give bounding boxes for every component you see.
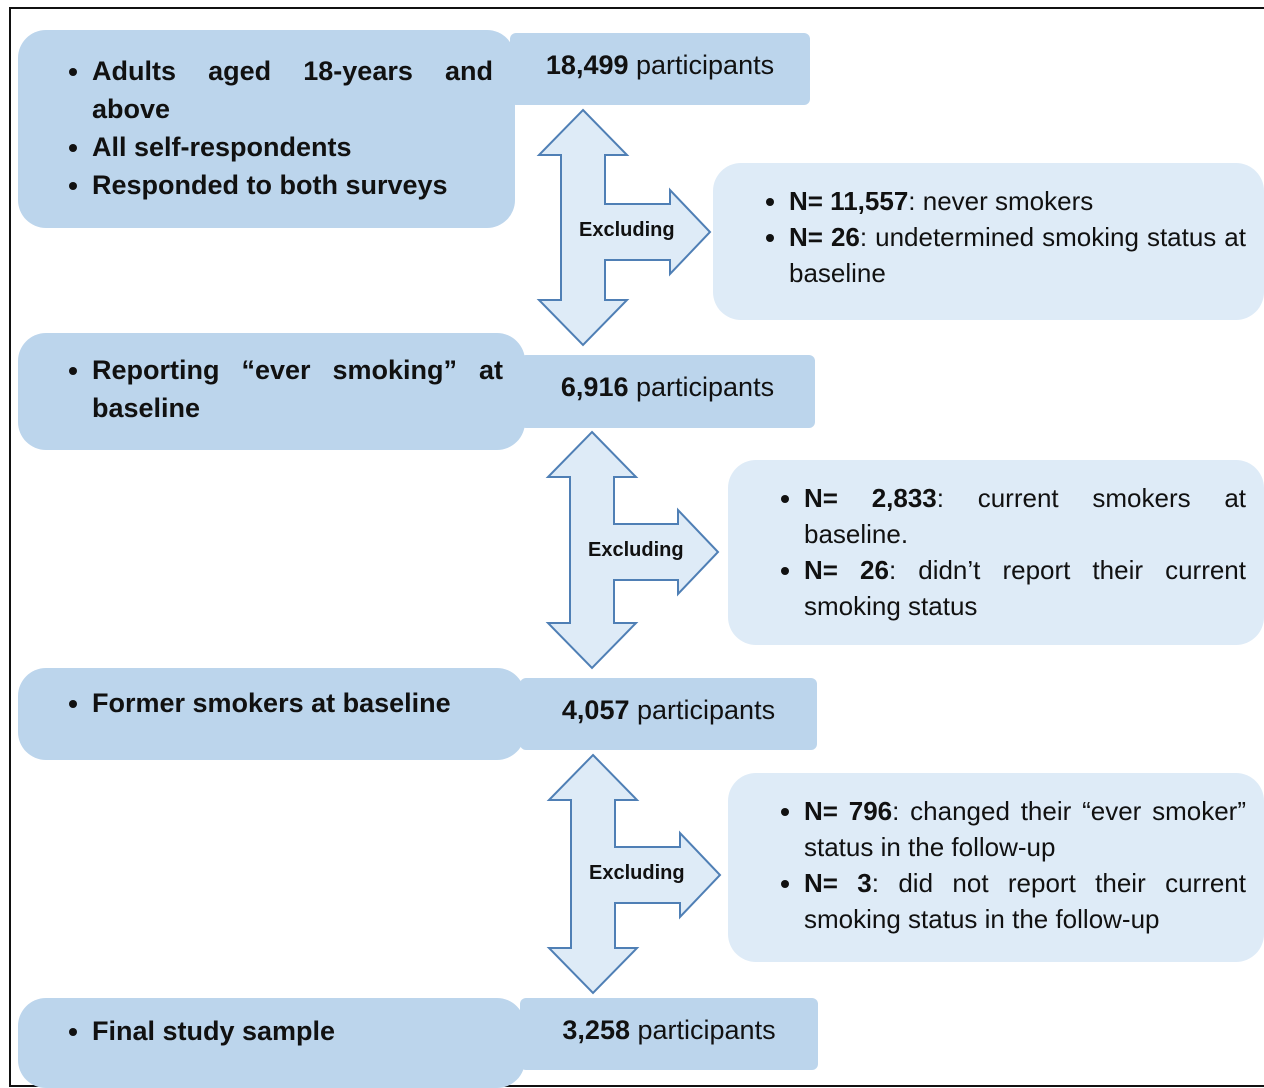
criteria-list: Reporting “ever smoking” at baseline: [18, 351, 525, 427]
exclusion-n: N= 11,557: [789, 186, 909, 216]
exclusion-item: N= 796: changed their “ever smoker” stat…: [804, 793, 1246, 865]
count-box: 3,258 participants: [520, 998, 818, 1070]
exclusion-text: : current smokers at baseline.: [804, 483, 1247, 549]
exclusion-arrow: [546, 753, 722, 995]
exclusion-item: N= 2,833: current smokers at baseline.: [804, 480, 1246, 552]
exclusion-n: N= 26: [789, 222, 860, 252]
exclusion-box: N= 796: changed their “ever smoker” stat…: [728, 773, 1264, 962]
exclusion-label: Excluding: [589, 862, 685, 884]
count-unit: participants: [636, 372, 775, 402]
exclusion-text: : didn’t report their current smoking st…: [804, 555, 1246, 621]
exclusion-text: : did not report their current smoking s…: [804, 868, 1246, 934]
exclusion-item: N= 11,557: never smokers: [789, 183, 1246, 219]
count-number: 4,057: [561, 695, 630, 725]
criteria-list: Former smokers at baseline: [18, 684, 525, 722]
criterion: Responded to both surveys: [92, 166, 493, 204]
exclusion-list: N= 2,833: current smokers at baseline.N=…: [728, 480, 1264, 624]
criteria-list: Final study sample: [18, 1012, 525, 1050]
criterion: Reporting “ever smoking” at baseline: [92, 351, 503, 427]
exclusion-list: N= 11,557: never smokersN= 26: undetermi…: [713, 183, 1264, 291]
count-unit: participants: [637, 1015, 776, 1045]
criteria-list: Adults aged 18-years and aboveAll self-r…: [18, 52, 515, 204]
exclusion-item: N= 26: undetermined smoking status at ba…: [789, 219, 1246, 291]
exclusion-arrow: [545, 430, 720, 670]
stage-box: Reporting “ever smoking” at baseline: [18, 333, 525, 450]
count-number: 18,499: [545, 50, 629, 80]
count-unit: participants: [637, 695, 776, 725]
count-box: 4,057 participants: [520, 678, 817, 750]
count-box: 6,916 participants: [520, 355, 815, 428]
criterion: All self-respondents: [92, 128, 493, 166]
exclusion-n: N= 2,833: [804, 483, 937, 513]
count-unit: participants: [636, 50, 775, 80]
exclusion-box: N= 11,557: never smokersN= 26: undetermi…: [713, 163, 1264, 320]
exclusion-arrow: [536, 108, 712, 347]
count-box: 18,499 participants: [510, 33, 810, 105]
criterion: Former smokers at baseline: [92, 684, 503, 722]
exclusion-label: Excluding: [579, 219, 675, 241]
exclusion-label: Excluding: [588, 539, 684, 561]
exclusion-n: N= 3: [804, 868, 872, 898]
count-number: 6,916: [560, 372, 629, 402]
exclusion-item: N= 3: did not report their current smoki…: [804, 865, 1246, 937]
exclusion-list: N= 796: changed their “ever smoker” stat…: [728, 793, 1264, 937]
stage-box: Former smokers at baseline: [18, 668, 525, 760]
criterion: Final study sample: [92, 1012, 503, 1050]
exclusion-n: N= 26: [804, 555, 889, 585]
exclusion-text: : changed their “ever smoker” status in …: [804, 796, 1246, 862]
exclusion-text: : never smokers: [908, 186, 1094, 216]
stage-box: Final study sample: [18, 998, 525, 1088]
exclusion-text: : undetermined smoking status at baselin…: [789, 222, 1246, 288]
criterion: Adults aged 18-years and above: [92, 52, 493, 128]
count-number: 3,258: [562, 1015, 630, 1045]
exclusion-item: N= 26: didn’t report their current smoki…: [804, 552, 1246, 624]
exclusion-box: N= 2,833: current smokers at baseline.N=…: [728, 460, 1264, 645]
exclusion-n: N= 796: [804, 796, 893, 826]
stage-box: Adults aged 18-years and aboveAll self-r…: [18, 30, 515, 228]
